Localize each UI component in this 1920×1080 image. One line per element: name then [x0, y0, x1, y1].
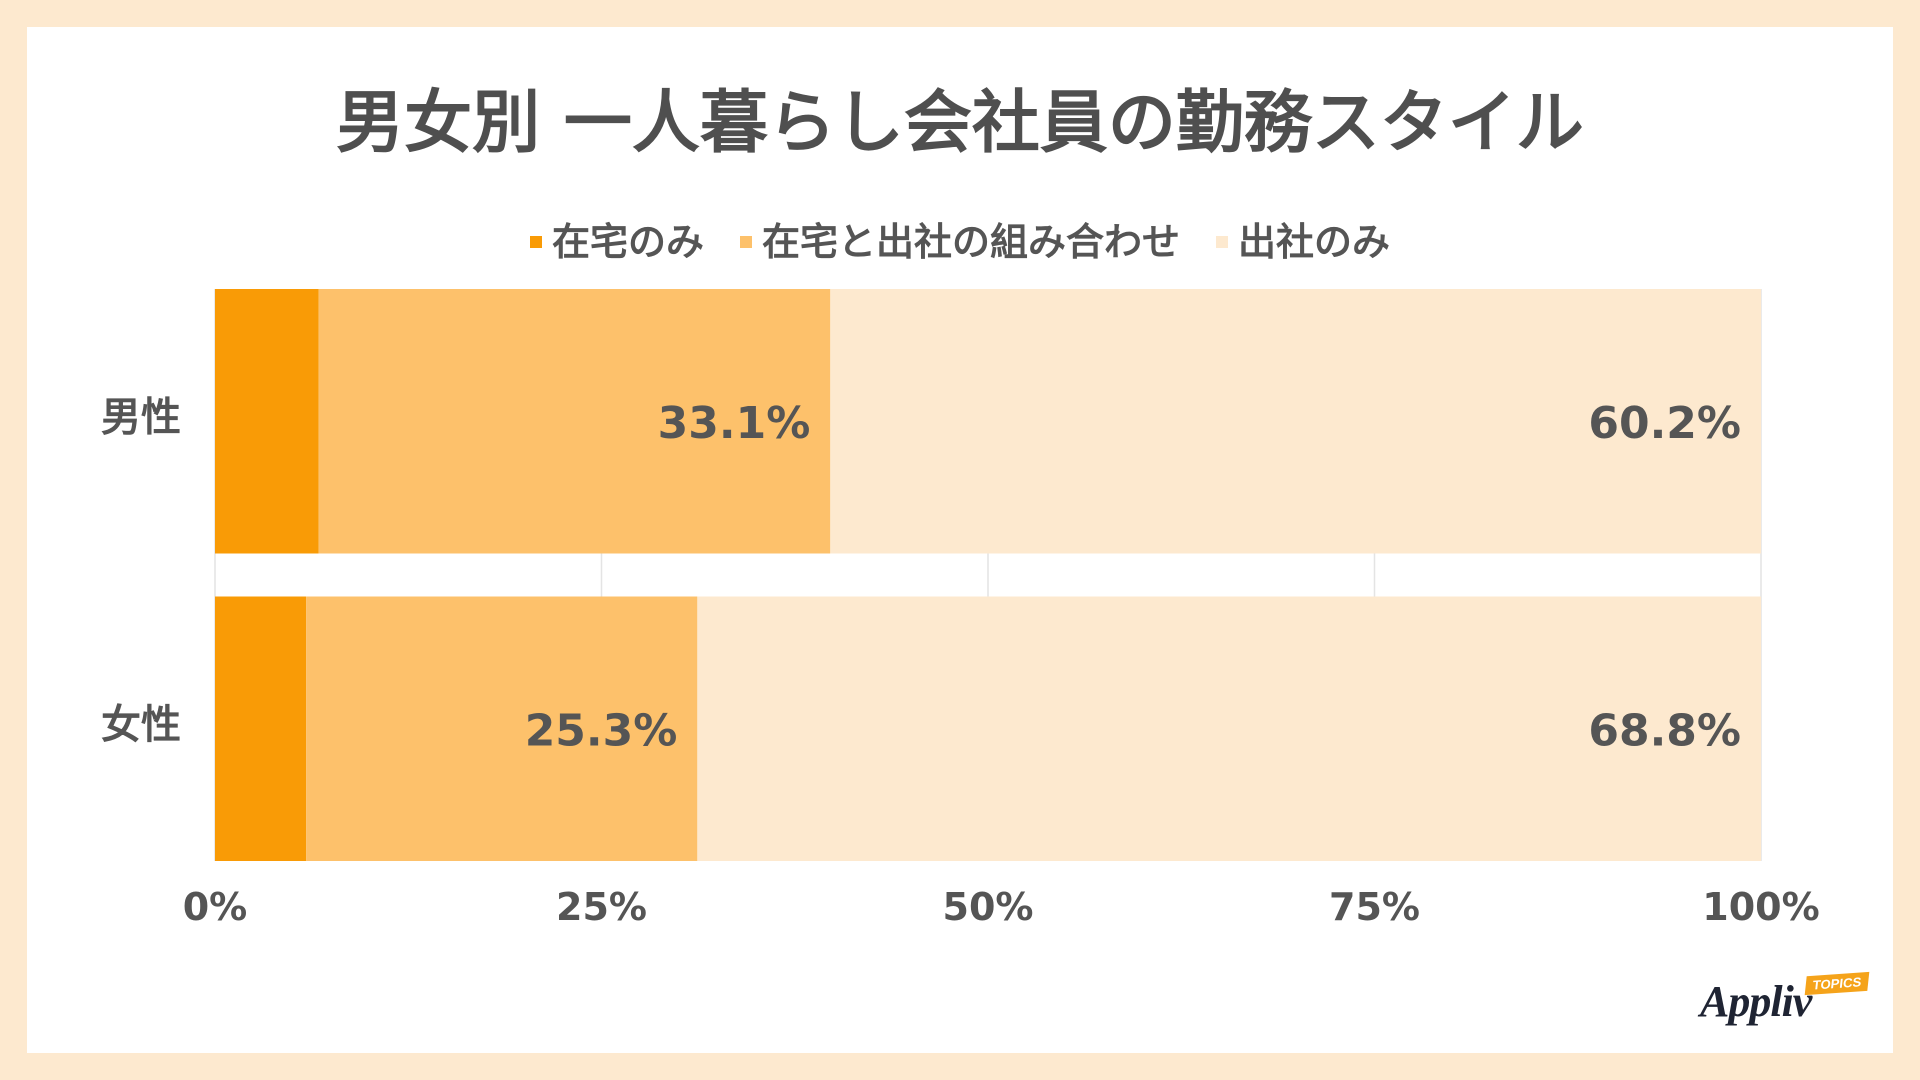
- legend-swatch: [529, 236, 542, 248]
- legend-swatch: [1216, 236, 1228, 248]
- legend-label: 在宅のみ: [551, 220, 704, 264]
- data-label: 25.3%: [525, 705, 678, 756]
- appliv-topics-logo: Appliv TOPICS: [1700, 971, 1870, 1028]
- logo-wordmark: Appliv: [1700, 977, 1812, 1026]
- x-tick-label: 50%: [943, 885, 1034, 929]
- bars: [215, 289, 1761, 861]
- x-tick-label: 75%: [1329, 885, 1420, 929]
- legend-swatch: [739, 236, 752, 248]
- bar-segment: [830, 289, 1761, 554]
- legend-item-office-only: 出社のみ: [1216, 220, 1390, 264]
- category-label: 男性: [101, 394, 181, 440]
- x-axis-ticks: 0% 25% 50% 75% 100%: [183, 885, 1820, 929]
- bar-segment: [306, 596, 698, 861]
- bar-segment: [215, 289, 319, 554]
- bar-segment: [215, 596, 307, 861]
- legend-item-hybrid: 在宅と出社の組み合わせ: [739, 220, 1180, 264]
- legend: 在宅のみ 在宅と出社の組み合わせ 出社のみ: [0, 220, 1920, 264]
- data-label: 68.8%: [1588, 705, 1741, 756]
- category-label: 女性: [101, 702, 181, 748]
- data-labels: 33.1% 60.2% 25.3% 68.8%: [525, 398, 1741, 757]
- bar-segment: [697, 596, 1761, 861]
- legend-label: 在宅と出社の組み合わせ: [761, 220, 1180, 264]
- legend-item-home-only: 在宅のみ: [529, 220, 704, 264]
- legend-label: 出社のみ: [1238, 220, 1391, 264]
- bar-segment: [318, 289, 831, 554]
- x-tick-label: 100%: [1702, 885, 1819, 929]
- logo-badge: TOPICS: [1804, 971, 1870, 996]
- data-label: 33.1%: [658, 398, 811, 449]
- chart-title: 男女別 一人暮らし会社員の勤務スタイル: [336, 84, 1584, 163]
- data-label: 60.2%: [1588, 398, 1741, 449]
- x-tick-label: 25%: [556, 885, 647, 929]
- x-tick-label: 0%: [183, 885, 248, 929]
